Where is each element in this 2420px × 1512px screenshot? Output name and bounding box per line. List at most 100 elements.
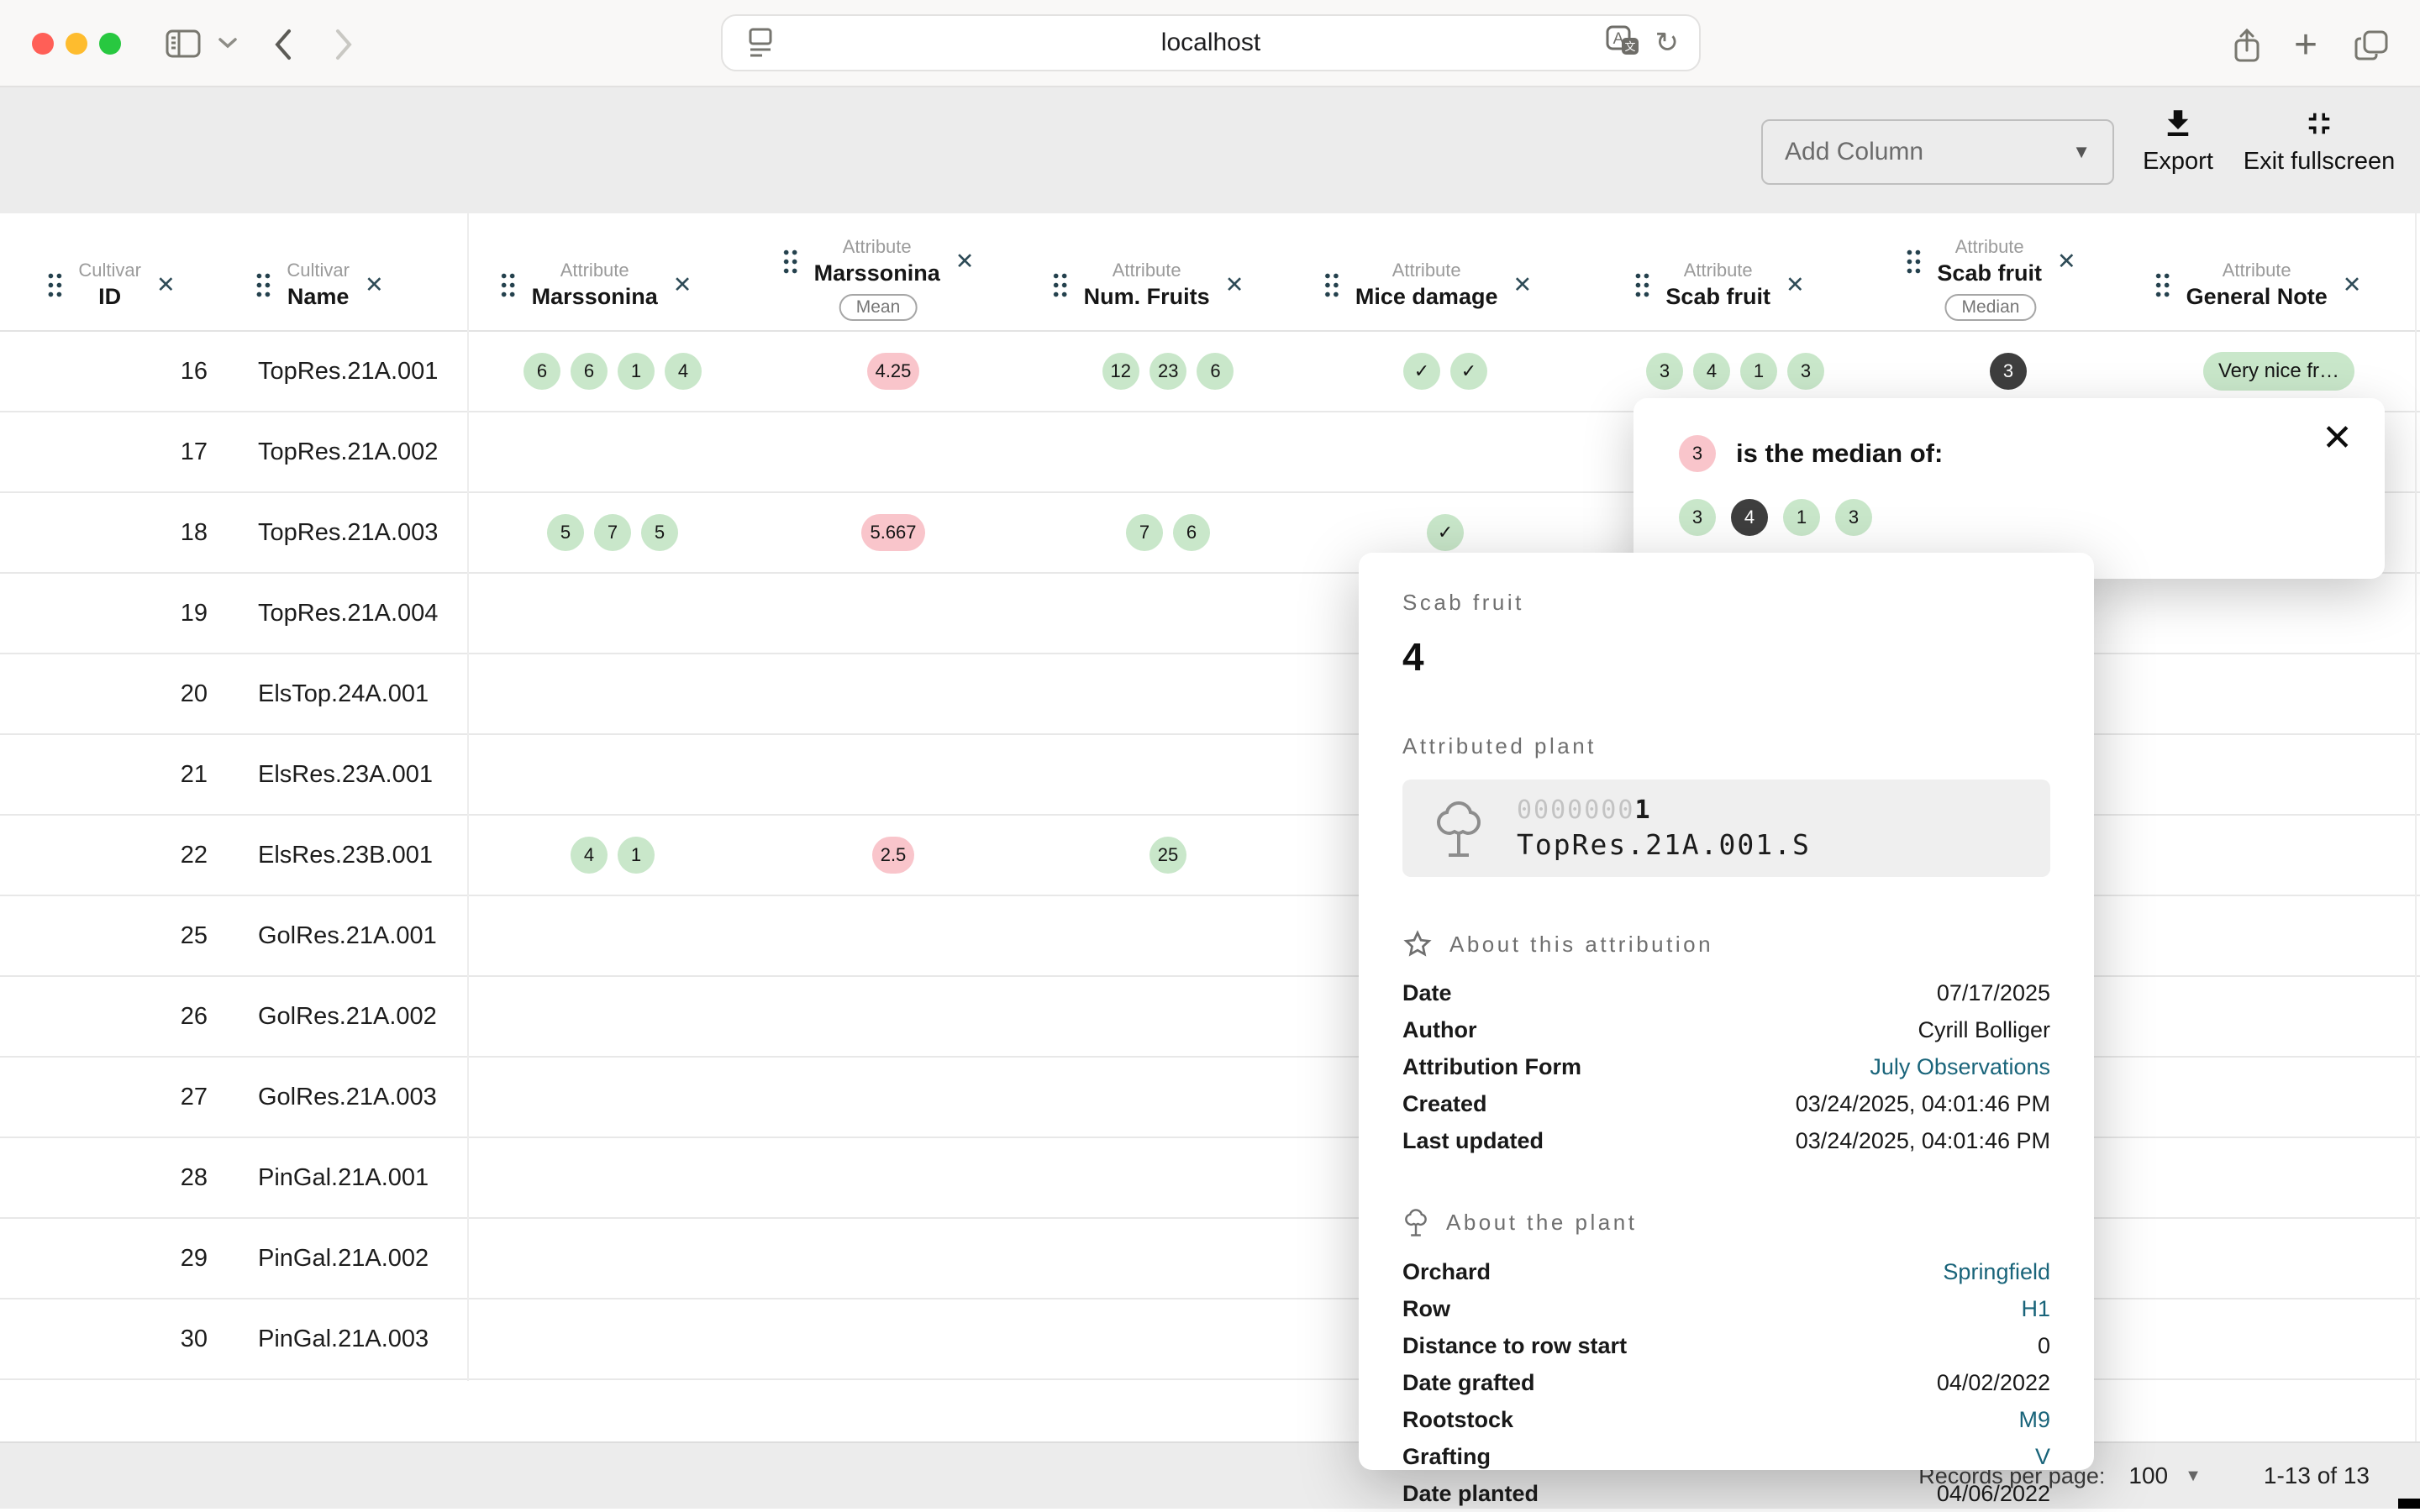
remove-column-icon[interactable]: ✕: [1512, 271, 1533, 297]
remove-column-icon[interactable]: ✕: [364, 271, 384, 297]
page-size-value[interactable]: 100: [2128, 1462, 2169, 1488]
drag-handle-icon[interactable]: [781, 248, 799, 275]
median-source-chip[interactable]: 4: [1731, 499, 1768, 536]
attribute-value-chip[interactable]: 4: [1693, 353, 1730, 390]
svg-text:文: 文: [1624, 40, 1635, 53]
remove-column-icon[interactable]: ✕: [1224, 271, 1244, 297]
new-tab-icon[interactable]: +: [2294, 23, 2318, 67]
median-source-chip[interactable]: 3: [1835, 499, 1872, 536]
cell-cultivar-name: PinGal.21A.002: [258, 1244, 429, 1272]
remove-column-icon[interactable]: ✕: [955, 248, 975, 274]
cell-num-fruits: 12 23 6: [1034, 332, 1302, 411]
remove-column-icon[interactable]: ✕: [2056, 248, 2076, 274]
remove-column-icon[interactable]: ✕: [1785, 271, 1805, 297]
window-zoom-button[interactable]: [99, 33, 121, 55]
reader-view-icon[interactable]: [744, 16, 776, 70]
attribute-value-chip[interactable]: ✓: [1403, 353, 1440, 390]
reload-icon[interactable]: ↻: [1655, 27, 1680, 59]
cell-num-fruits: [1034, 977, 1302, 1056]
drag-handle-icon[interactable]: [255, 271, 272, 298]
cell-marssonina: [478, 654, 747, 733]
cell-general-note: [2140, 1219, 2417, 1298]
chevron-down-icon[interactable]: [217, 35, 239, 55]
attribute-value-chip[interactable]: 5: [641, 514, 678, 551]
tree-small-icon: [1405, 1209, 1427, 1236]
cell-marssonina-mean: [792, 896, 994, 975]
attribute-value-chip[interactable]: 3: [1990, 353, 2027, 390]
cell-num-fruits: [1034, 735, 1302, 814]
cell-cultivar-name: ElsRes.23A.001: [258, 760, 433, 788]
attribute-value-chip[interactable]: 23: [1150, 353, 1187, 390]
window-close-button[interactable]: [32, 33, 54, 55]
add-column-select[interactable]: Add Column ▼: [1761, 119, 2114, 185]
attribute-value-chip[interactable]: 6: [523, 353, 560, 390]
attribute-value-chip[interactable]: 1: [618, 353, 655, 390]
attribute-value: 4: [1402, 635, 1424, 679]
export-button[interactable]: Export: [2086, 106, 2270, 176]
cell-marssonina: [478, 1058, 747, 1137]
column-name-label: General Note: [2186, 284, 2328, 309]
attribute-value-chip[interactable]: 3: [1787, 353, 1824, 390]
detail-value[interactable]: M9: [2018, 1406, 2050, 1432]
drag-handle-icon[interactable]: [2154, 271, 2171, 298]
attribute-value-chip[interactable]: 1: [618, 837, 655, 874]
detail-value[interactable]: V: [2034, 1443, 2050, 1469]
column-header-mice-damage: Attribute Mice damage ✕: [1323, 259, 1532, 311]
attribute-value-chip[interactable]: ✓: [1450, 353, 1487, 390]
window-minimize-button[interactable]: [66, 33, 87, 55]
plant-chip[interactable]: 00000001 TopRes.21A.001.S: [1402, 780, 2050, 877]
cell-num-fruits: [1034, 412, 1302, 491]
attribute-value-chip[interactable]: 6: [1173, 514, 1210, 551]
drag-handle-icon[interactable]: [1051, 271, 1069, 298]
drag-handle-icon[interactable]: [46, 271, 64, 298]
attribute-value-chip[interactable]: 3: [1646, 353, 1683, 390]
tab-overview-icon[interactable]: [2353, 27, 2391, 68]
median-source-chip[interactable]: 3: [1679, 499, 1716, 536]
page-size-caret-icon[interactable]: ▼: [2185, 1466, 2202, 1485]
detail-row: Orchard Springfield: [1402, 1253, 2050, 1290]
attribute-value-chip[interactable]: 4.25: [866, 353, 920, 390]
cell-cultivar-name: GolRes.21A.003: [258, 1083, 437, 1110]
attribute-value-chip[interactable]: 7: [594, 514, 631, 551]
table-row: 20 ElsTop.24A.001: [0, 654, 2420, 735]
remove-column-icon[interactable]: ✕: [155, 271, 176, 297]
drag-handle-icon[interactable]: [499, 271, 517, 298]
drag-handle-icon[interactable]: [1323, 271, 1340, 298]
median-value-chip: 3: [1679, 435, 1716, 472]
attribute-value-chip[interactable]: Very nice fr…: [2203, 352, 2354, 391]
sidebar-toggle-icon[interactable]: [165, 27, 202, 65]
attribute-value-chip[interactable]: 5: [547, 514, 584, 551]
exit-fullscreen-button[interactable]: Exit fullscreen: [2227, 106, 2412, 176]
detail-value[interactable]: Springfield: [1943, 1258, 2050, 1284]
remove-column-icon[interactable]: ✕: [2342, 271, 2362, 297]
translate-icon[interactable]: A 文: [1605, 24, 1642, 63]
attribute-value-chip[interactable]: 4: [665, 353, 702, 390]
cell-marssonina: [478, 977, 747, 1056]
attribute-value-chip[interactable]: 1: [1740, 353, 1777, 390]
column-name-label: Name: [287, 284, 350, 309]
attribute-value-chip[interactable]: 6: [571, 353, 608, 390]
attribute-value-chip[interactable]: 2.5: [871, 837, 915, 874]
attribute-value-chip[interactable]: 6: [1197, 353, 1234, 390]
forward-button-icon[interactable]: [331, 27, 356, 66]
detail-value[interactable]: July Observations: [1870, 1053, 2050, 1079]
median-source-chip[interactable]: 1: [1783, 499, 1820, 536]
attribute-value-chip[interactable]: 25: [1149, 837, 1187, 874]
attribute-value-chip[interactable]: ✓: [1427, 514, 1464, 551]
remove-column-icon[interactable]: ✕: [672, 271, 692, 297]
address-bar[interactable]: localhost A 文 ↻: [721, 14, 1701, 71]
cell-marssonina: [478, 412, 747, 491]
drag-handle-icon[interactable]: [1905, 248, 1923, 275]
attribute-value-chip[interactable]: 12: [1102, 353, 1139, 390]
attribute-value-chip[interactable]: 5.667: [861, 514, 925, 551]
attribute-value-chip[interactable]: 4: [571, 837, 608, 874]
share-icon[interactable]: [2228, 27, 2265, 68]
pagination-range: 1-13 of 13: [2263, 1462, 2370, 1488]
detail-value[interactable]: H1: [2021, 1295, 2050, 1321]
cell-cultivar-id: 30: [180, 1325, 208, 1352]
back-button-icon[interactable]: [271, 27, 296, 66]
attribute-value-chip[interactable]: 7: [1126, 514, 1163, 551]
close-icon[interactable]: ✕: [2322, 417, 2353, 459]
drag-handle-icon[interactable]: [1634, 271, 1651, 298]
cell-num-fruits: [1034, 1138, 1302, 1217]
